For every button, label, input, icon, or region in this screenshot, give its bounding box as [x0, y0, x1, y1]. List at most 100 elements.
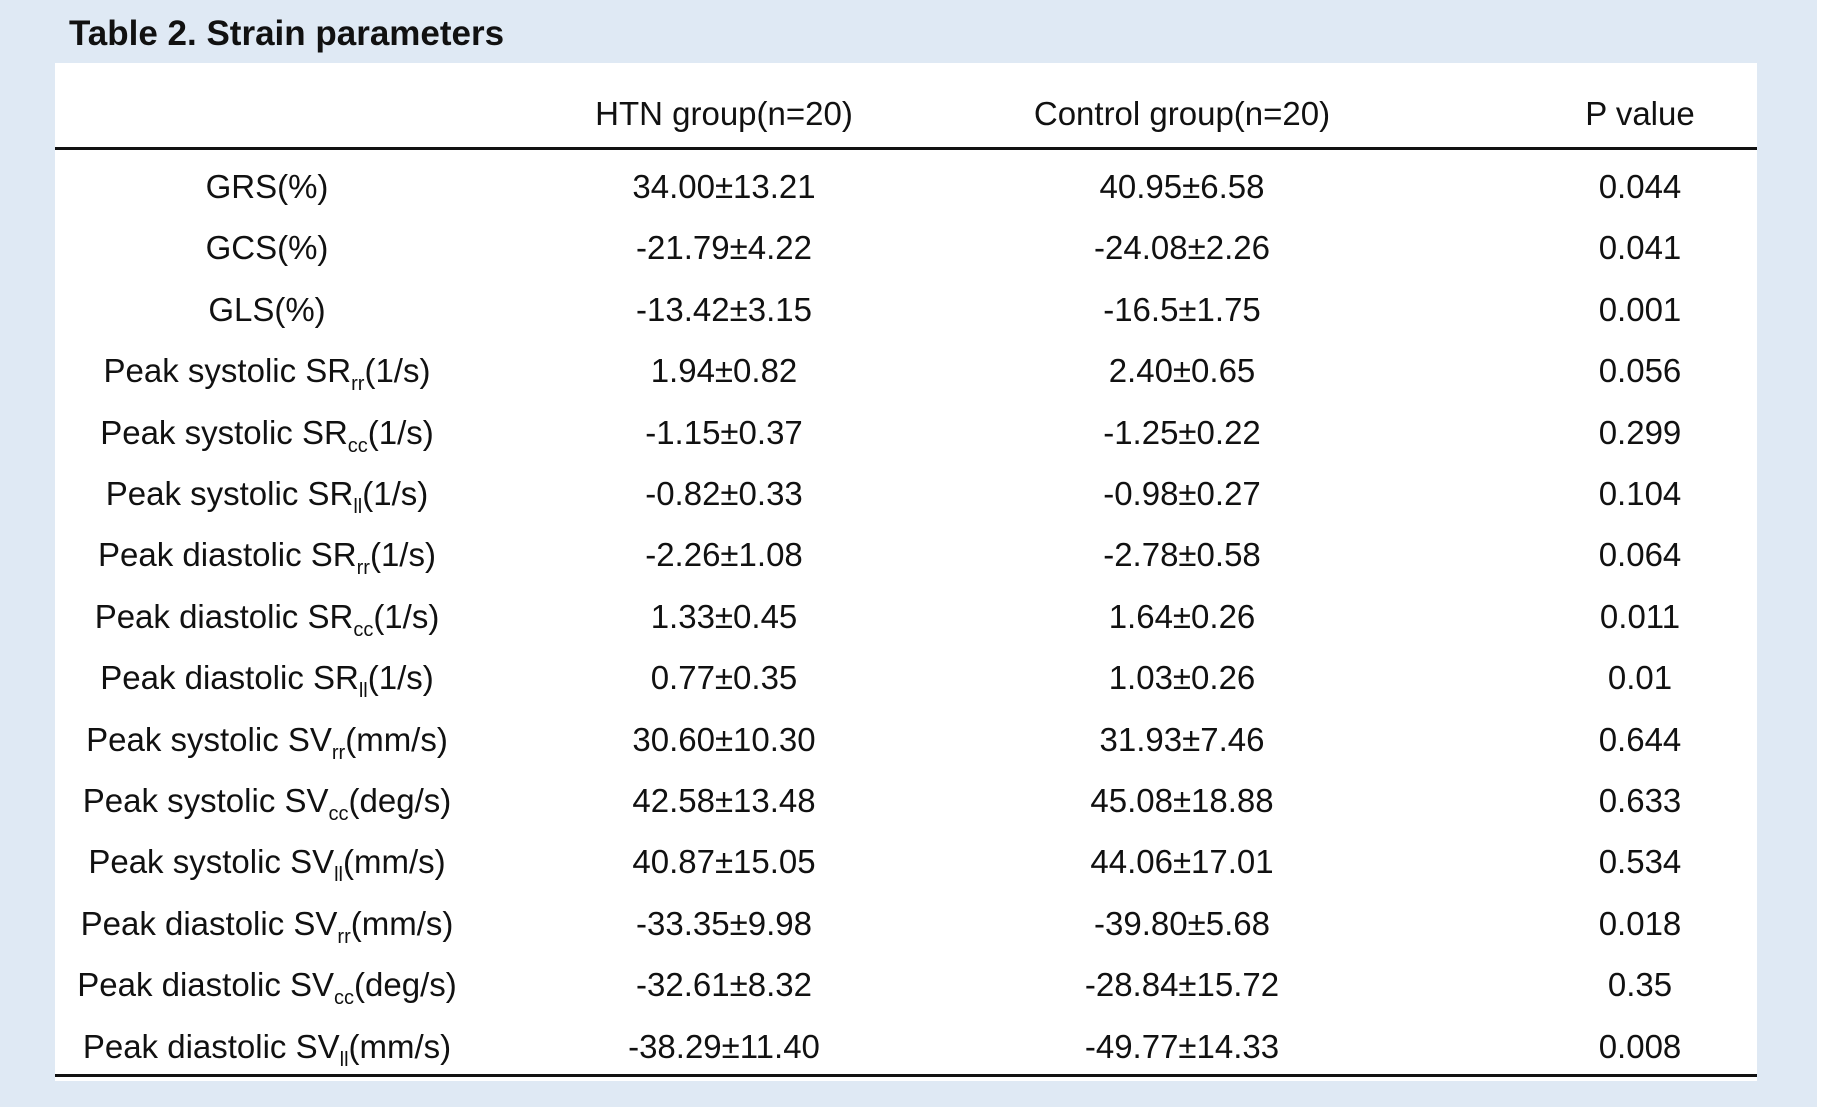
label-unit: (mm/s)	[350, 904, 454, 942]
htn-value: 30.60±10.30	[632, 720, 816, 758]
row-label: GCS(%)	[37, 228, 497, 268]
control-value: 44.06±17.01	[1090, 843, 1274, 881]
htn-value: -1.15±0.37	[645, 413, 803, 451]
label-subscript: ll	[353, 496, 363, 518]
p-value: 0.044	[1598, 168, 1682, 205]
row-label: Peak diastolic SVrr(mm/s)	[37, 904, 497, 947]
htn-value: 34.00±13.21	[632, 168, 816, 205]
p-value: 0.018	[1598, 904, 1682, 942]
column-header: Control group(n=20)	[1033, 95, 1331, 132]
label-unit: (1/s)	[373, 597, 440, 635]
control-value: -28.84±15.72	[1084, 966, 1280, 1004]
label-subscript: rr	[331, 741, 346, 764]
label-base: Peak systolic SV	[86, 720, 332, 758]
htn-value: 42.58±13.48	[632, 782, 816, 819]
label-base: GRS(%)	[205, 168, 329, 205]
htn-value: -13.42±3.15	[636, 290, 812, 328]
htn-value: -0.82±0.33	[645, 475, 803, 512]
p-value: 0.104	[1598, 475, 1682, 512]
htn-value: -32.61±8.32	[636, 966, 812, 1004]
htn-value: 1.94±0.82	[650, 352, 798, 390]
p-value: 0.534	[1598, 843, 1682, 881]
htn-value: 0.77±0.35	[650, 659, 798, 697]
label-base: Peak diastolic SV	[82, 1027, 340, 1065]
control-value: 2.40±0.65	[1108, 352, 1256, 390]
row-label: Peak diastolic SRrr(1/s)	[37, 535, 497, 578]
row-label: GLS(%)	[37, 290, 497, 330]
control-value: 45.08±18.88	[1090, 782, 1274, 819]
htn-value: -21.79±4.22	[636, 229, 812, 267]
label-base: GLS(%)	[208, 290, 326, 328]
label-subscript: cc	[334, 987, 355, 1010]
p-value: 0.01	[1607, 659, 1673, 697]
htn-value: -38.29±11.40	[628, 1027, 820, 1065]
label-subscript: cc	[328, 803, 349, 825]
row-label: Peak diastolic SVll(mm/s)	[37, 1027, 497, 1070]
label-base: Peak diastolic SV	[77, 966, 335, 1004]
table-title: Table 2. Strain parameters	[69, 14, 505, 53]
control-value: -0.98±0.27	[1103, 475, 1261, 512]
label-base: GCS(%)	[205, 229, 329, 267]
label-unit: (1/s)	[369, 536, 436, 574]
htn-value: -33.35±9.98	[636, 904, 812, 942]
label-unit: (1/s)	[367, 659, 434, 697]
p-value: 0.35	[1607, 966, 1673, 1004]
row-label: Peak systolic SVll(mm/s)	[37, 842, 497, 885]
p-value: 0.299	[1598, 413, 1682, 451]
table-panel	[55, 63, 1757, 1081]
label-base: Peak diastolic SR	[100, 659, 359, 697]
bottom-rule	[55, 1074, 1757, 1077]
label-base: Peak systolic SV	[88, 843, 335, 881]
p-value: 0.011	[1599, 597, 1681, 635]
control-value: 1.03±0.26	[1108, 659, 1256, 697]
row-label: Peak systolic SVrr(mm/s)	[37, 720, 497, 763]
control-value: -49.77±14.33	[1084, 1027, 1280, 1065]
control-value: -2.78±0.58	[1103, 536, 1261, 574]
label-base: Peak diastolic SR	[94, 597, 354, 635]
label-subscript: rr	[356, 557, 370, 580]
row-label: Peak diastolic SRcc(1/s)	[37, 597, 497, 640]
label-base: Peak systolic SR	[103, 352, 352, 390]
htn-value: -2.26±1.08	[645, 536, 803, 574]
row-label: Peak systolic SRrr(1/s)	[37, 351, 497, 394]
control-value: 31.93±7.46	[1099, 720, 1265, 758]
label-base: Peak systolic SR	[105, 475, 354, 512]
label-base: Peak diastolic SV	[80, 904, 338, 942]
p-value: 0.001	[1598, 290, 1682, 328]
p-value: 0.633	[1598, 782, 1682, 819]
label-base: Peak diastolic SR	[98, 536, 357, 574]
label-base: Peak systolic SR	[100, 413, 348, 451]
label-unit: (mm/s)	[343, 843, 446, 881]
row-label: Peak systolic SRcc(1/s)	[37, 413, 497, 456]
p-value: 0.056	[1598, 352, 1682, 390]
label-base: Peak systolic SV	[82, 782, 329, 819]
label-unit: (1/s)	[362, 475, 429, 512]
control-value: -24.08±2.26	[1094, 229, 1270, 267]
column-header: HTN group(n=20)	[595, 95, 853, 132]
label-subscript: cc	[353, 618, 374, 641]
label-subscript: ll	[358, 680, 368, 703]
p-value: 0.008	[1598, 1027, 1682, 1065]
label-unit: (deg/s)	[354, 966, 457, 1004]
p-value: 0.041	[1598, 229, 1682, 267]
label-unit: (1/s)	[364, 352, 431, 390]
control-value: 40.95±6.58	[1099, 168, 1265, 205]
htn-value: 40.87±15.05	[632, 843, 816, 881]
label-subscript: ll	[334, 864, 343, 887]
control-value: -1.25±0.22	[1103, 413, 1261, 451]
column-header: P value	[1585, 95, 1695, 132]
header-rule	[55, 147, 1757, 150]
label-unit: (1/s)	[367, 413, 434, 451]
row-label: GRS(%)	[37, 167, 497, 207]
htn-value: 1.33±0.45	[650, 597, 798, 635]
row-label: Peak systolic SRll(1/s)	[37, 474, 497, 517]
p-value: 0.064	[1598, 536, 1682, 574]
label-subscript: rr	[351, 373, 365, 396]
label-subscript: rr	[337, 925, 351, 948]
control-value: -39.80±5.68	[1094, 904, 1270, 942]
control-value: -16.5±1.75	[1103, 290, 1261, 328]
label-subscript: ll	[339, 1048, 349, 1071]
label-unit: (mm/s)	[345, 720, 448, 758]
label-unit: (mm/s)	[348, 1027, 452, 1065]
row-label: Peak diastolic SVcc(deg/s)	[37, 965, 497, 1008]
